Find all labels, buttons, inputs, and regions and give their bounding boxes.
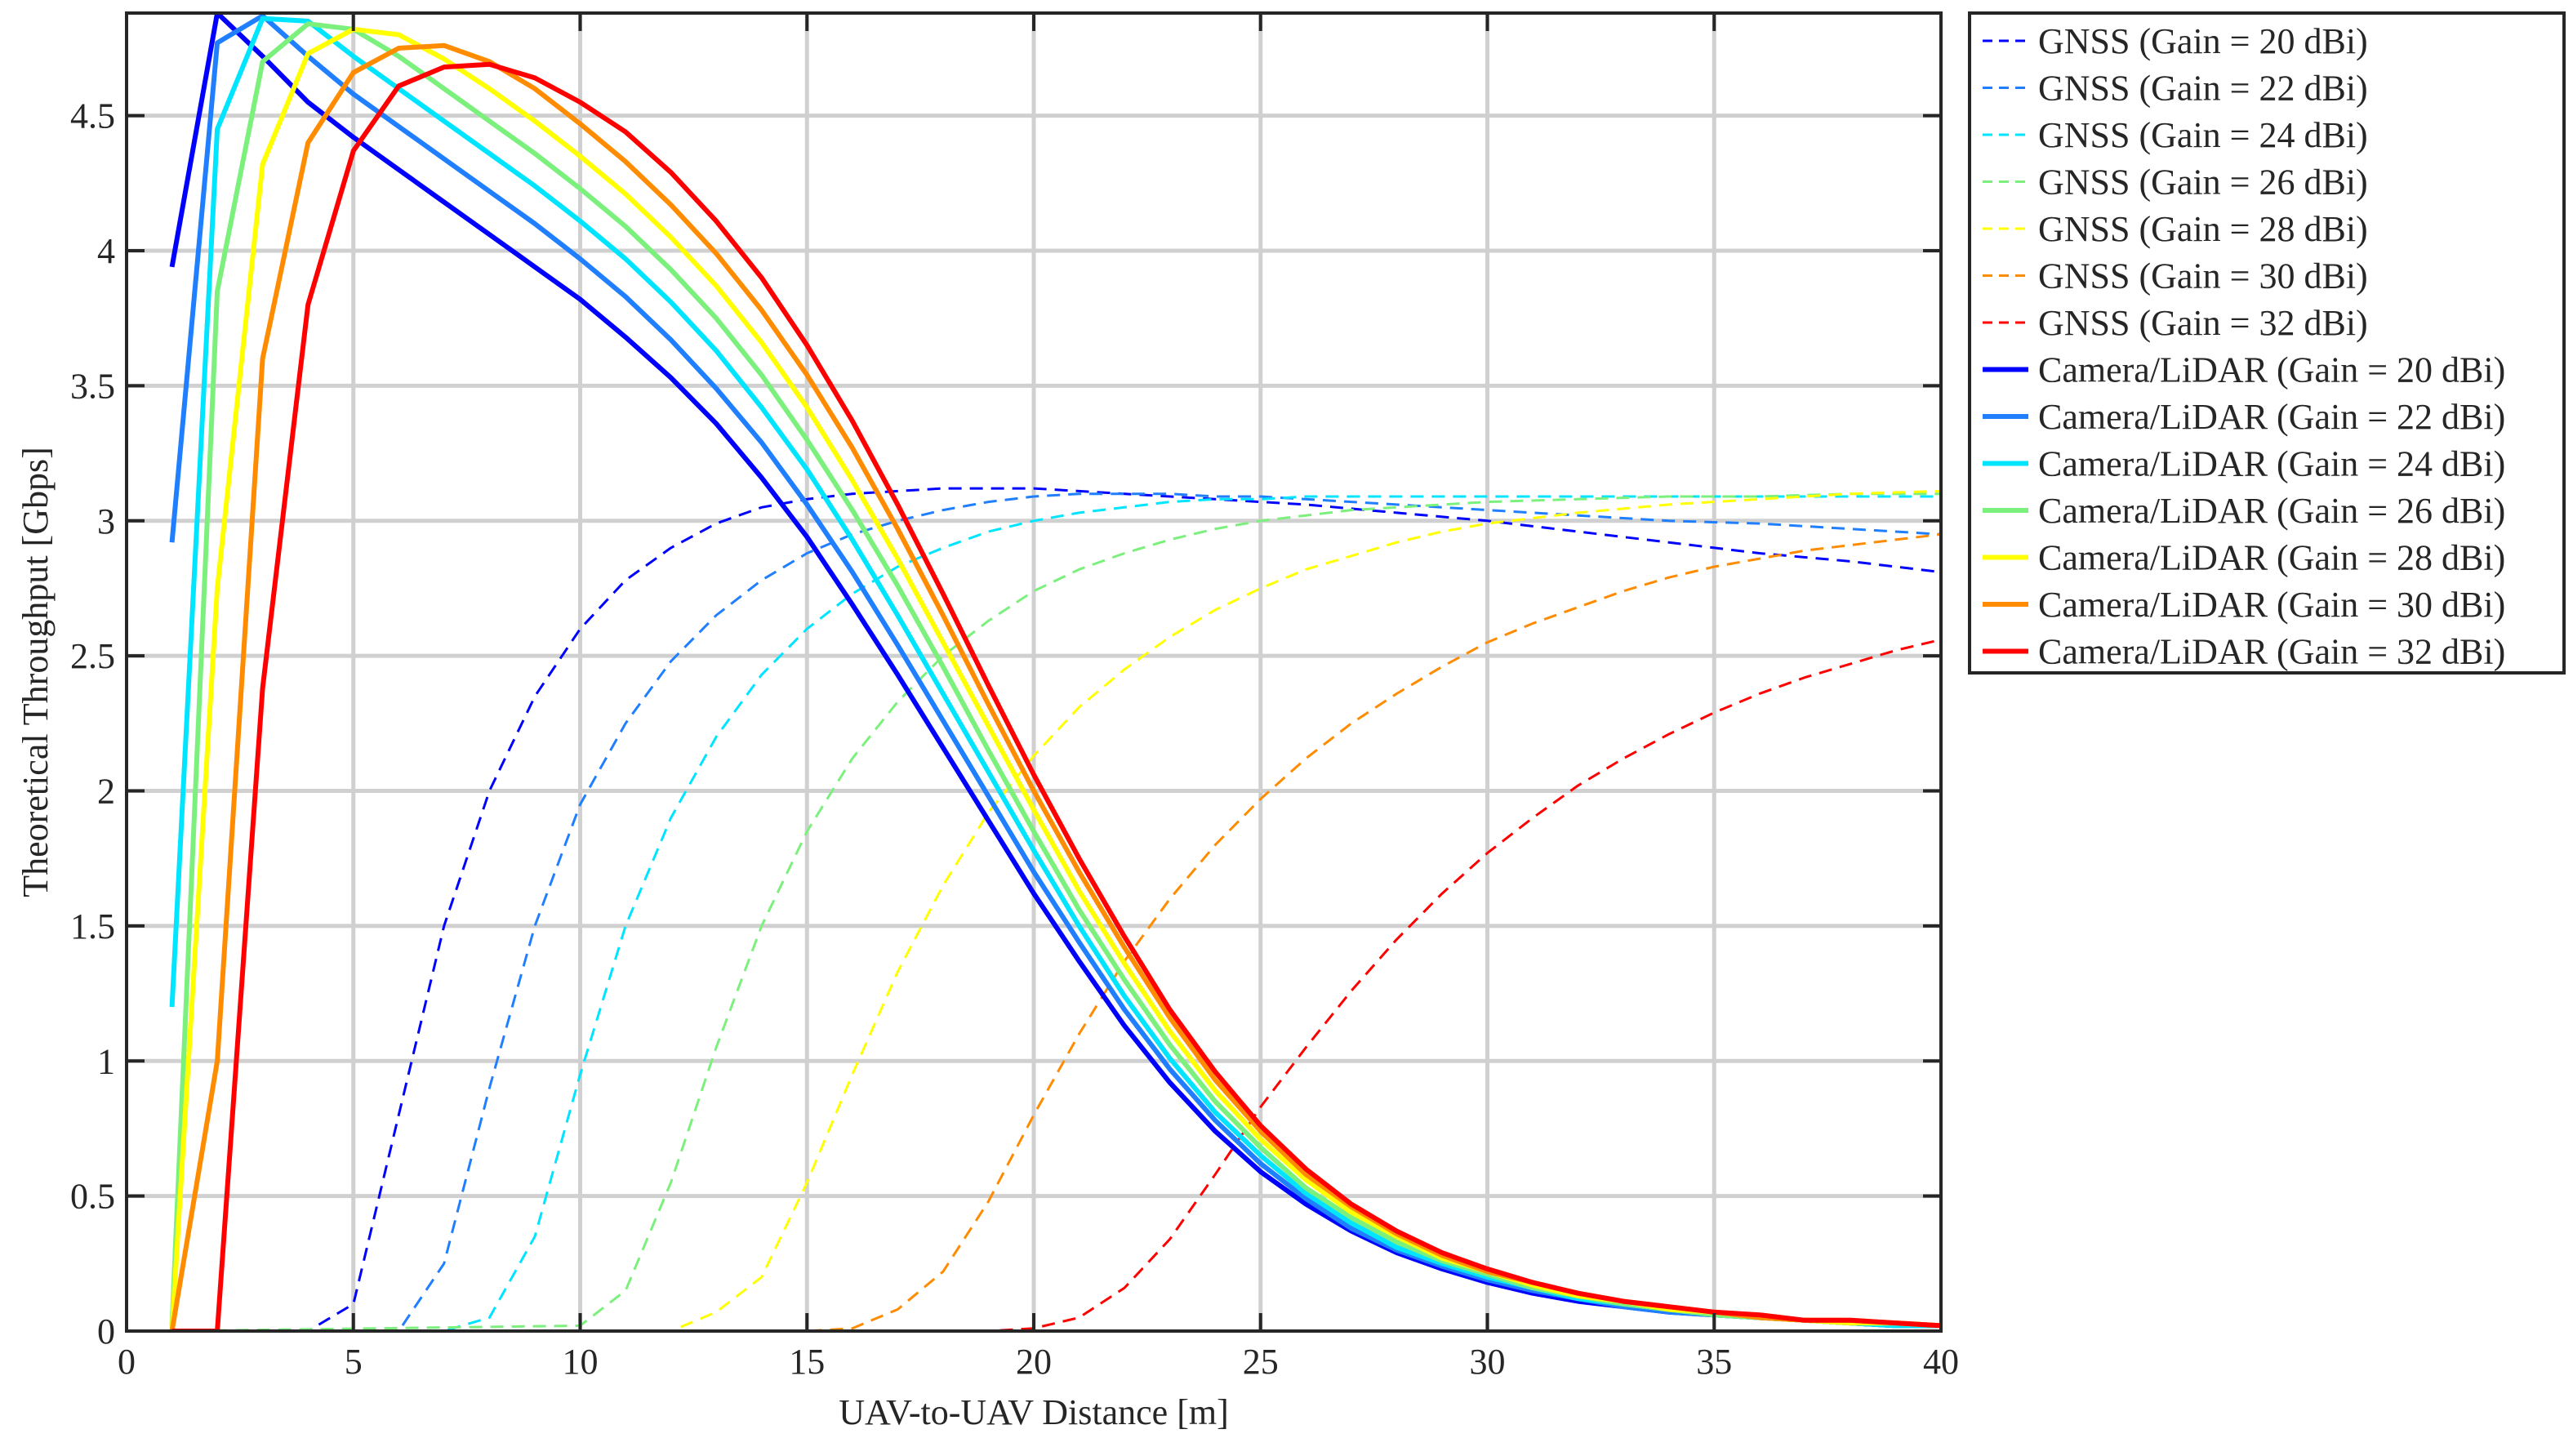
legend: GNSS (Gain = 20 dBi) GNSS (Gain = 22 dBi)… xyxy=(1968,11,2566,675)
legend-entry: Camera/LiDAR (Gain = 28 dBi) xyxy=(2038,538,2505,578)
legend-entry: Camera/LiDAR (Gain = 30 dBi) xyxy=(2038,585,2505,625)
series-line-gnss-6 xyxy=(171,638,1941,1331)
x-tick-label: 20 xyxy=(1016,1342,1052,1382)
series-line-camera-lidar-13 xyxy=(171,61,1941,1331)
y-tick-label: 3 xyxy=(97,501,115,541)
legend-entry: GNSS (Gain = 22 dBi) xyxy=(2038,69,2368,109)
y-tick-label: 4 xyxy=(97,231,115,271)
series-lines xyxy=(169,13,1941,1331)
y-tick-label: 3.5 xyxy=(70,366,115,406)
series-line-gnss-3 xyxy=(171,492,1941,1331)
x-axis-label: UAV-to-UAV Distance [m] xyxy=(839,1392,1228,1432)
x-tick-label: 10 xyxy=(563,1342,599,1382)
legend-entry: Camera/LiDAR (Gain = 22 dBi) xyxy=(2038,397,2505,437)
series-line-gnss-0 xyxy=(171,487,1941,1331)
x-tick-label: 40 xyxy=(1923,1342,1959,1382)
axis-ticks: 0 5 10 15 20 25 30 35 40 0 0.5 1 1.5 2 2.5 3 3.5 4 4.5 xyxy=(70,13,1959,1382)
x-tick-label: 0 xyxy=(118,1342,136,1382)
series-line-camera-lidar-8 xyxy=(169,13,1941,1329)
legend-entry: GNSS (Gain = 24 dBi) xyxy=(2038,115,2368,155)
legend-entry: GNSS (Gain = 20 dBi) xyxy=(2038,21,2368,61)
series-line-gnss-1 xyxy=(171,492,1941,1331)
legend-entry: Camera/LiDAR (Gain = 32 dBi) xyxy=(2038,632,2505,672)
y-tick-label: 4.5 xyxy=(70,96,115,136)
legend-entry: Camera/LiDAR (Gain = 24 dBi) xyxy=(2038,444,2505,484)
legend-entry: GNSS (Gain = 26 dBi) xyxy=(2038,163,2368,203)
series-line-gnss-5 xyxy=(171,532,1941,1331)
legend-entry: GNSS (Gain = 28 dBi) xyxy=(2038,209,2368,249)
y-tick-label: 2.5 xyxy=(70,636,115,676)
x-tick-label: 15 xyxy=(789,1342,825,1382)
x-tick-label: 25 xyxy=(1243,1342,1279,1382)
x-tick-label: 30 xyxy=(1470,1342,1506,1382)
series-line-gnss-4 xyxy=(171,489,1941,1331)
legend-entry: GNSS (Gain = 32 dBi) xyxy=(2038,303,2368,343)
x-tick-label: 5 xyxy=(345,1342,363,1382)
legend-entry: Camera/LiDAR (Gain = 20 dBi) xyxy=(2038,350,2505,390)
y-tick-label: 1.5 xyxy=(70,906,115,946)
y-tick-label: 0 xyxy=(97,1311,115,1351)
series-line-gnss-2 xyxy=(171,495,1941,1331)
y-tick-label: 2 xyxy=(97,772,115,812)
x-tick-label: 35 xyxy=(1696,1342,1732,1382)
legend-entry: GNSS (Gain = 30 dBi) xyxy=(2038,256,2368,296)
legend-box xyxy=(1968,11,2566,675)
y-tick-label: 0.5 xyxy=(70,1177,115,1217)
y-axis-label: Theoretical Throughput [Gbps] xyxy=(16,447,56,897)
legend-entry: Camera/LiDAR (Gain = 26 dBi) xyxy=(2038,491,2505,531)
y-tick-label: 1 xyxy=(97,1041,115,1081)
